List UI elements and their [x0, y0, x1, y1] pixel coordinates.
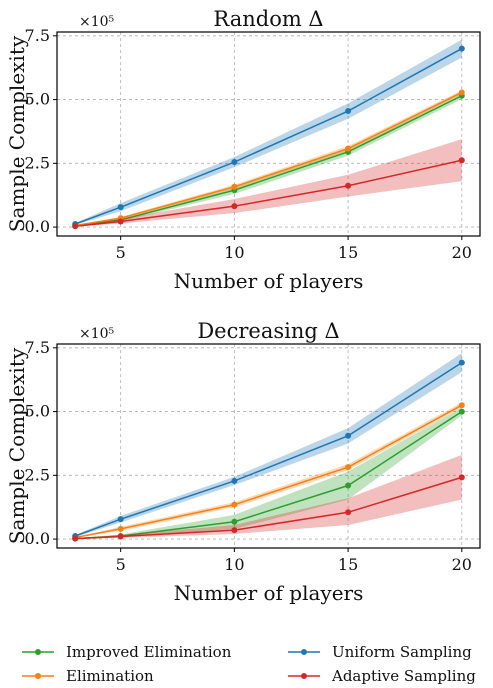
data-point-improved-elimination — [458, 408, 465, 415]
legend-item-improved-elimination: Improved Elimination — [20, 642, 231, 662]
x-axis-label: Number of players — [174, 581, 364, 605]
legend-marker — [35, 673, 41, 679]
data-point-adaptive-sampling — [72, 535, 79, 542]
data-point-elimination — [345, 464, 352, 471]
data-point-uniform-sampling — [345, 432, 352, 439]
data-point-improved-elimination — [231, 518, 238, 525]
y-tick-label: 5.0 — [25, 402, 50, 421]
figure: 5 10 15 20 0.0 2.5 5.0 7.5 ×10⁵ Random Δ Number of… — [5, 7, 481, 605]
legend-swatch-icon — [22, 673, 54, 679]
legend-item-uniform-sampling: Uniform Sampling — [286, 642, 472, 662]
data-point-elimination — [345, 145, 352, 152]
data-point-uniform-sampling — [231, 159, 238, 166]
y-axis-label: Sample Complexity — [5, 35, 29, 232]
legend-marker — [301, 673, 307, 679]
data-point-elimination — [458, 89, 465, 96]
data-point-adaptive-sampling — [117, 533, 124, 540]
legend-label: Uniform Sampling — [332, 643, 472, 661]
series-uniform-sampling — [72, 39, 465, 228]
legend-swatch-icon — [288, 649, 320, 655]
data-point-adaptive-sampling — [345, 509, 352, 516]
data-point-adaptive-sampling — [458, 157, 465, 164]
y-tick-label: 7.5 — [25, 338, 50, 357]
legend-marker — [301, 649, 307, 655]
x-tick-label: 15 — [338, 243, 358, 262]
x-tick-label: 15 — [338, 555, 358, 574]
x-tick-label: 10 — [224, 243, 244, 262]
x-tick-label: 20 — [452, 555, 472, 574]
y-scale-label: ×10⁵ — [79, 326, 115, 342]
x-tick-label: 5 — [116, 243, 126, 262]
data-point-elimination — [231, 501, 238, 508]
legend-marker — [35, 649, 41, 655]
x-tick-label: 5 — [116, 555, 126, 574]
chart-panel-2: 5 10 15 20 0.0 2.5 5.0 7.5 ×10⁵ Decreasing Δ Numbe… — [5, 319, 481, 605]
data-point-uniform-sampling — [117, 516, 124, 523]
legend: Improved Elimination Elimination Uniform… — [0, 630, 493, 688]
data-point-improved-elimination — [345, 482, 352, 489]
data-point-adaptive-sampling — [231, 203, 238, 210]
data-point-adaptive-sampling — [231, 527, 238, 534]
chart-title: Random Δ — [213, 7, 323, 31]
y-axis-label: Sample Complexity — [5, 347, 29, 544]
y-tick-label: 7.5 — [25, 26, 50, 45]
data-point-elimination — [231, 183, 238, 190]
confidence-band-adaptive-sampling — [75, 454, 462, 539]
legend-item-elimination: Elimination — [20, 666, 154, 686]
y-tick-label: 5.0 — [25, 90, 50, 109]
y-tick-label: 0.0 — [25, 217, 50, 236]
data-point-uniform-sampling — [345, 108, 352, 115]
data-point-adaptive-sampling — [117, 218, 124, 225]
legend-label: Elimination — [66, 667, 154, 685]
data-point-uniform-sampling — [231, 477, 238, 484]
axes-frame — [56, 31, 481, 237]
data-point-elimination — [458, 402, 465, 409]
data-point-adaptive-sampling — [72, 223, 79, 230]
y-tick-label: 0.0 — [25, 529, 50, 548]
data-point-elimination — [117, 525, 124, 532]
series-adaptive-sampling — [72, 454, 465, 542]
confidence-band-adaptive-sampling — [75, 139, 462, 227]
series-adaptive-sampling — [72, 139, 465, 230]
data-point-adaptive-sampling — [345, 182, 352, 189]
confidence-band-uniform-sampling — [75, 39, 462, 226]
axes-frame — [56, 343, 481, 549]
confidence-band-improved-elimination — [75, 407, 462, 539]
y-tick-label: 2.5 — [25, 465, 50, 484]
y-scale-label: ×10⁵ — [79, 14, 115, 30]
legend-swatch-icon — [22, 649, 54, 655]
legend-label: Adaptive Sampling — [332, 667, 476, 685]
data-point-adaptive-sampling — [458, 474, 465, 481]
x-tick-label: 10 — [224, 555, 244, 574]
chart-title: Decreasing Δ — [197, 319, 339, 343]
legend-label: Improved Elimination — [66, 643, 232, 661]
x-tick-label: 20 — [452, 243, 472, 262]
y-tick-label: 2.5 — [25, 153, 50, 172]
data-point-uniform-sampling — [458, 359, 465, 366]
x-axis-label: Number of players — [174, 269, 364, 293]
data-point-uniform-sampling — [458, 45, 465, 52]
legend-item-adaptive-sampling: Adaptive Sampling — [286, 666, 476, 686]
legend-swatch-icon — [288, 673, 320, 679]
chart-panel-1: 5 10 15 20 0.0 2.5 5.0 7.5 ×10⁵ Random Δ Number of… — [5, 7, 481, 293]
data-point-uniform-sampling — [117, 204, 124, 211]
